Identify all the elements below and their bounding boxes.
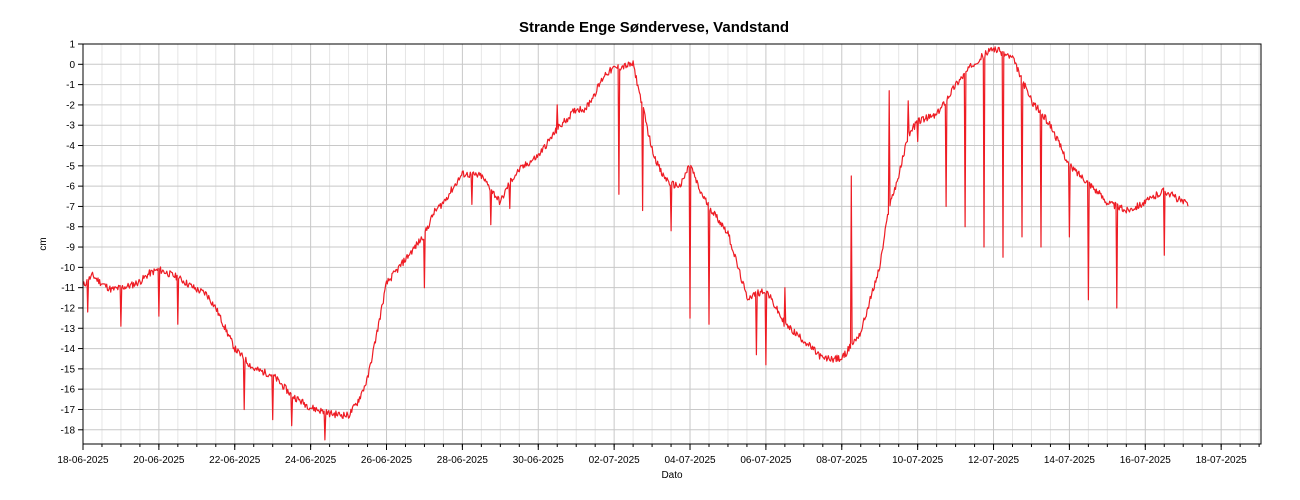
y-tick-label: -3 <box>66 121 75 132</box>
plot-background <box>83 44 1261 444</box>
x-tick-label: 02-07-2025 <box>589 455 641 466</box>
y-tick-label: -13 <box>61 324 76 335</box>
x-tick-label: 22-06-2025 <box>209 455 261 466</box>
x-tick-label: 28-06-2025 <box>437 455 489 466</box>
y-tick-label: -15 <box>61 364 76 375</box>
x-tick-label: 18-06-2025 <box>57 455 109 466</box>
plot-frame <box>82 43 1262 445</box>
y-tick-label: -6 <box>66 182 75 193</box>
y-tick-label: -10 <box>61 263 76 274</box>
x-tick-label: 12-07-2025 <box>968 455 1020 466</box>
y-tick-label: -12 <box>61 303 76 314</box>
x-axis: 18-06-2025 20-06-2025 22-06-2025 24-06-2025… <box>57 444 1260 466</box>
y-axis-label: cm <box>38 237 49 250</box>
y-tick-label: -11 <box>61 283 75 294</box>
y-tick-label: 0 <box>69 60 75 71</box>
chart-title: Strande Enge Søndervese, Vandstand <box>518 19 790 36</box>
x-axis-label: Dato <box>661 470 683 481</box>
x-tick-label: 26-06-2025 <box>361 455 413 466</box>
y-tick-label: -5 <box>66 161 75 172</box>
y-tick-label: -14 <box>61 344 76 355</box>
y-tick-label: -7 <box>66 202 75 213</box>
series-line <box>82 46 1189 441</box>
y-tick-label: -18 <box>61 425 76 436</box>
x-tick-label: 14-07-2025 <box>1044 455 1096 466</box>
x-tick-label: 10-07-2025 <box>892 455 944 466</box>
x-tick-label: 30-06-2025 <box>513 455 565 466</box>
y-tick-label: -1 <box>66 80 75 91</box>
x-tick-label: 24-06-2025 <box>285 455 337 466</box>
x-tick-label: 20-06-2025 <box>133 455 185 466</box>
x-tick-label: 08-07-2025 <box>816 455 868 466</box>
x-tick-label: 16-07-2025 <box>1120 455 1172 466</box>
y-tick-label: 1 <box>69 40 75 51</box>
y-tick-label: -4 <box>66 141 75 152</box>
y-tick-label: -2 <box>66 100 75 111</box>
y-tick-label: -9 <box>66 243 75 254</box>
x-tick-label: 04-07-2025 <box>664 455 716 466</box>
y-tick-label: -17 <box>61 405 76 416</box>
y-tick-label: -16 <box>61 385 76 396</box>
y-axis: 1 0 -1 -2 -3 -4 -5 -6 -7 -8 -9 -10 -11 -12 -13 -14 -15 -1… <box>61 40 83 436</box>
x-tick-label: 18-07-2025 <box>1196 455 1248 466</box>
y-tick-label: -8 <box>66 222 75 233</box>
grid-lines <box>83 43 1261 444</box>
x-tick-label: 06-07-2025 <box>740 455 792 466</box>
data-series <box>82 46 1189 441</box>
